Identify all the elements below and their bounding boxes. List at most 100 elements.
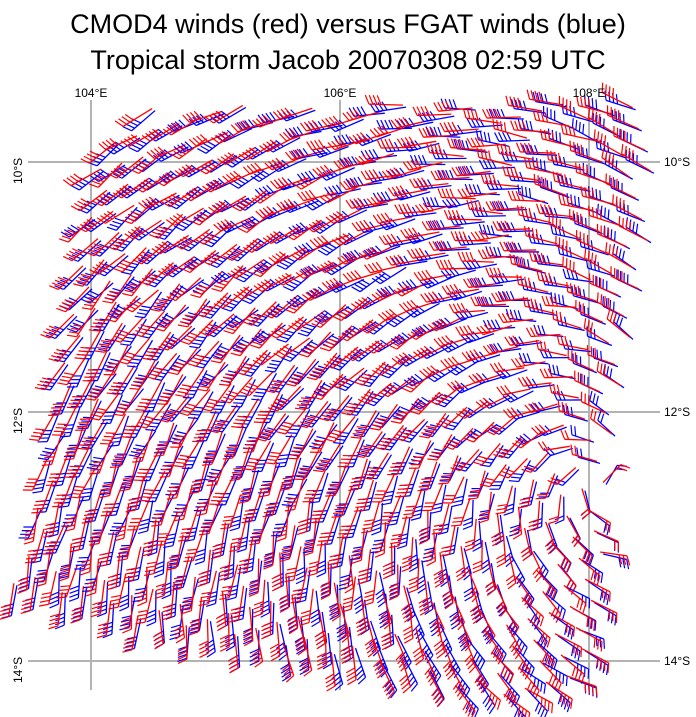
fgat-barb-13 bbox=[68, 566, 82, 602]
cmod4-barb-592 bbox=[567, 348, 595, 372]
cmod4-barb-618 bbox=[584, 248, 613, 275]
cmod4-barb-579 bbox=[602, 463, 631, 483]
fgat-barb-184 bbox=[273, 554, 284, 591]
cmod4-barb-405 bbox=[503, 693, 531, 717]
cmod4-barb-381 bbox=[319, 186, 359, 204]
cmod4-barb-542 bbox=[446, 138, 485, 151]
fgat-barb-641 bbox=[625, 149, 655, 174]
cmod4-barb-187 bbox=[294, 615, 307, 656]
cmod4-barb-237 bbox=[329, 582, 341, 622]
fgat-barb-148 bbox=[169, 348, 202, 372]
cmod4-barb-231 bbox=[279, 455, 299, 492]
cmod4-barb-516 bbox=[412, 106, 452, 117]
fgat-barb-506 bbox=[508, 460, 532, 483]
cmod4-barb-619 bbox=[588, 273, 619, 296]
cmod4-barb-127 bbox=[170, 416, 196, 448]
fgat-barb-79 bbox=[114, 388, 145, 414]
cmod4-barb-183 bbox=[263, 531, 275, 570]
cmod4-barb-133 bbox=[218, 543, 233, 582]
fgat-barb-574 bbox=[548, 363, 576, 380]
fgat-barb-459 bbox=[536, 641, 558, 670]
fgat-barb-425 bbox=[471, 520, 482, 552]
cmod4-barb-199 bbox=[210, 334, 241, 364]
cmod4-barb-112 bbox=[219, 613, 230, 652]
cmod4-barb-483 bbox=[530, 548, 544, 583]
cmod4-barb-508 bbox=[528, 500, 541, 532]
cmod4-barb-428 bbox=[493, 582, 508, 617]
cmod4-barb-496 bbox=[428, 240, 467, 251]
cmod4-barb-158 bbox=[248, 558, 260, 598]
cmod4-barb-517 bbox=[418, 127, 458, 138]
cmod4-barb-561 bbox=[600, 551, 631, 566]
cmod4-barb-464 bbox=[376, 138, 416, 149]
fgat-barb-288 bbox=[350, 530, 369, 561]
cmod4-barb-116 bbox=[92, 183, 129, 207]
cmod4-barb-385 bbox=[342, 269, 383, 282]
cmod4-barb-548 bbox=[485, 267, 522, 278]
cmod4-barb-230 bbox=[264, 434, 293, 465]
cmod4-barb-304 bbox=[288, 310, 326, 331]
cmod4-barb-525 bbox=[470, 296, 507, 307]
cmod4-barb-522 bbox=[450, 231, 488, 242]
fgat-barb-533 bbox=[538, 475, 559, 498]
fgat-barb-53 bbox=[54, 267, 87, 290]
fgat-barb-404 bbox=[500, 674, 521, 706]
cmod4-barb-505 bbox=[493, 436, 522, 459]
cmod4-barb-46 bbox=[100, 483, 124, 517]
cmod4-barb-71 bbox=[58, 217, 93, 243]
fgat-barb-8 bbox=[32, 461, 51, 494]
fgat-barb-268 bbox=[210, 106, 247, 124]
cmod4-barb-243 bbox=[197, 153, 235, 175]
cmod4-barb-292 bbox=[381, 612, 392, 651]
cmod4-barb-201 bbox=[220, 376, 253, 404]
fgat-barb-463 bbox=[376, 119, 413, 130]
cmod4-barb-604 bbox=[562, 256, 591, 281]
cmod4-barb-126 bbox=[157, 395, 190, 423]
cmod4-barb-458 bbox=[527, 618, 551, 648]
cmod4-barb-213 bbox=[316, 631, 327, 670]
cmod4-barb-486 bbox=[548, 611, 575, 637]
cmod4-barb-82 bbox=[133, 449, 160, 482]
cmod4-barb-336 bbox=[350, 410, 377, 439]
cmod4-barb-334 bbox=[329, 367, 365, 389]
cmod4-barb-369 bbox=[418, 510, 429, 545]
cmod4-barb-553 bbox=[517, 376, 552, 387]
cmod4-barb-518 bbox=[426, 143, 464, 158]
cmod4-barb-180 bbox=[238, 467, 257, 504]
cmod4-barb-60 bbox=[100, 413, 127, 445]
fgat-barb-284 bbox=[316, 445, 344, 471]
fgat-barb-152 bbox=[202, 433, 226, 463]
cmod4-barb-487 bbox=[554, 633, 583, 658]
cmod4-barb-541 bbox=[439, 121, 479, 133]
cmod4-barb-58 bbox=[85, 371, 114, 401]
cmod4-barb-616 bbox=[569, 208, 600, 233]
fgat-barb-402 bbox=[487, 632, 507, 664]
cmod4-barb-624 bbox=[569, 140, 603, 163]
cmod4-barb-221 bbox=[200, 243, 238, 266]
lat-label-left-1: 12°S bbox=[11, 408, 25, 434]
cmod4-barb-154 bbox=[209, 473, 235, 506]
cmod4-barb-519 bbox=[430, 169, 470, 181]
cmod4-barb-150 bbox=[178, 389, 211, 417]
cmod4-barb-513 bbox=[569, 605, 596, 631]
cmod4-barb-637 bbox=[618, 216, 649, 242]
cmod4-barb-93 bbox=[76, 210, 114, 233]
cmod4-barb-417 bbox=[391, 349, 428, 365]
cmod4-barb-538 bbox=[584, 578, 611, 602]
cmod4-barb-427 bbox=[485, 561, 496, 596]
cmod4-barb-318 bbox=[402, 606, 414, 644]
cmod4-barb-462 bbox=[364, 94, 403, 106]
cmod4-barb-208 bbox=[279, 525, 296, 562]
fgat-barb-253 bbox=[269, 366, 299, 393]
cmod4-barb-206 bbox=[262, 482, 284, 518]
cmod4-barb-582 bbox=[496, 143, 534, 160]
cmod4-barb-118 bbox=[106, 225, 141, 251]
fgat-barb-561 bbox=[602, 553, 630, 570]
cmod4-barb-626 bbox=[580, 186, 615, 206]
axis-labels: 104°E 106°E 108°E 10°S 12°S 14°S 10°S 12°S 14°S bbox=[11, 86, 690, 683]
cmod4-barb-279 bbox=[273, 337, 311, 359]
cmod4-barb-261 bbox=[327, 534, 344, 570]
cmod4-barb-274 bbox=[242, 231, 280, 253]
cmod4-barb-128 bbox=[173, 437, 202, 468]
